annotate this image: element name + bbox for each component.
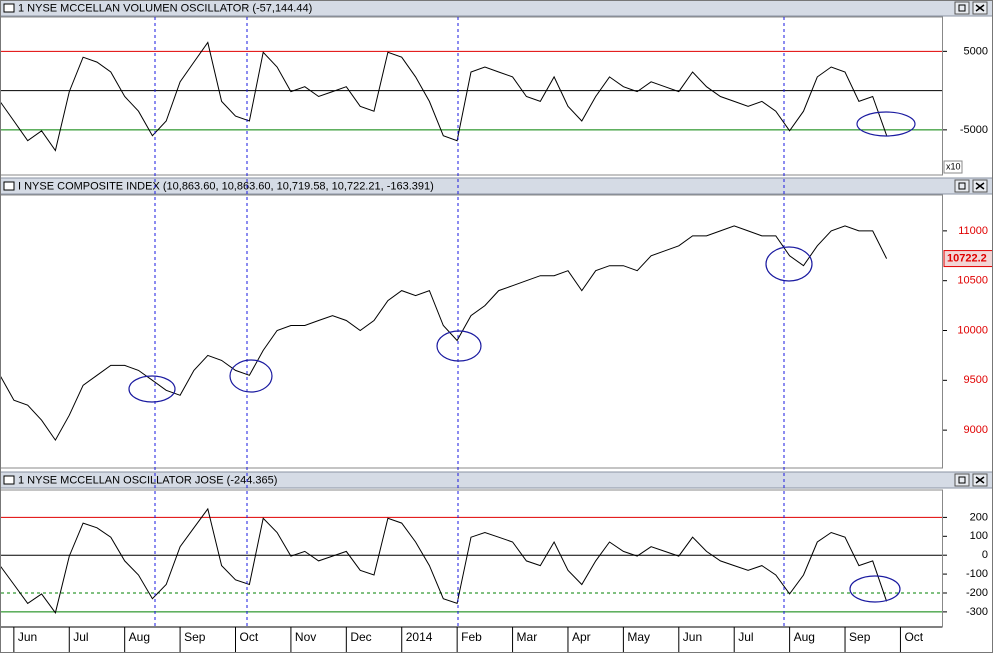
- restore-button[interactable]: [954, 179, 970, 193]
- restore-button[interactable]: [954, 1, 970, 15]
- close-icon: [975, 182, 985, 190]
- panel-title: I NYSE COMPOSITE INDEX (10,863.60, 10,86…: [18, 180, 434, 192]
- ellipse: [128, 375, 176, 403]
- y-tick-label: 0: [982, 549, 988, 561]
- x-tick-label: Aug: [129, 630, 150, 644]
- plot-area: [0, 489, 943, 628]
- x-tick-label: Aug: [794, 630, 815, 644]
- y-tick-label: -300: [966, 606, 988, 618]
- x-tick-label: 2014: [406, 630, 433, 644]
- x-tick-label: Mar: [517, 630, 538, 644]
- y-tick-label: 5000: [964, 45, 988, 57]
- ellipse: [765, 246, 813, 282]
- axis-multiplier: x10: [946, 161, 961, 171]
- last-value-box: [943, 250, 993, 268]
- annotation-ellipses: [128, 111, 916, 603]
- restore-button[interactable]: [954, 473, 970, 487]
- ellipse: [229, 359, 273, 393]
- close-icon: [975, 476, 985, 484]
- y-tick-label: 11000: [958, 225, 988, 237]
- panel-icon: [3, 3, 15, 13]
- x-tick-label: Sep: [184, 630, 206, 644]
- x-tick-label: Nov: [295, 630, 316, 644]
- ellipse: [849, 575, 901, 603]
- title-bar: [0, 471, 993, 489]
- x-tick-label: Jun: [18, 630, 37, 644]
- y-tick-label: 100: [970, 530, 988, 542]
- ellipse: [856, 111, 916, 137]
- x-tick-label: Feb: [461, 630, 482, 644]
- y-tick-label: -100: [966, 568, 988, 580]
- last-value-label: 10722.2: [947, 252, 987, 264]
- title-bar: [0, 0, 993, 17]
- panel-title: 1 NYSE MCCELLAN VOLUMEN OSCILLATOR (-57,…: [18, 2, 312, 14]
- x-tick-label: Dec: [350, 630, 371, 644]
- x-tick-label: Sep: [849, 630, 871, 644]
- data-line: [1, 225, 888, 442]
- restore-icon: [958, 182, 966, 190]
- data-line: [1, 507, 888, 614]
- title-bar: [0, 177, 993, 195]
- y-tick-label: 9000: [964, 424, 988, 436]
- x-tick-label: Apr: [572, 630, 591, 644]
- plot-area: [0, 16, 943, 176]
- y-tick-label: 200: [970, 511, 988, 523]
- multiplier-box: [943, 160, 963, 174]
- restore-icon: [958, 476, 966, 484]
- panel-icon: [3, 181, 15, 191]
- plot-area: [0, 194, 943, 469]
- y-tick-label: 9500: [964, 374, 988, 386]
- panel-icon: [3, 475, 15, 485]
- x-tick-label: May: [627, 630, 650, 644]
- y-tick-label: -5000: [960, 124, 988, 136]
- y-tick-label: -200: [966, 587, 988, 599]
- data-line: [1, 41, 888, 152]
- panel-title: 1 NYSE MCCELLAN OSCILLATOR JOSE (-244.36…: [18, 474, 277, 486]
- ellipse: [436, 330, 482, 362]
- x-tick-label: Oct: [240, 630, 259, 644]
- close-icon: [975, 4, 985, 12]
- x-tick-label: Oct: [904, 630, 923, 644]
- restore-icon: [958, 4, 966, 12]
- y-tick-label: 10000: [957, 324, 988, 336]
- x-tick-label: Jul: [73, 630, 88, 644]
- x-tick-label: Jul: [738, 630, 753, 644]
- y-tick-label: 10500: [957, 275, 988, 287]
- x-tick-label: Jun: [683, 630, 702, 644]
